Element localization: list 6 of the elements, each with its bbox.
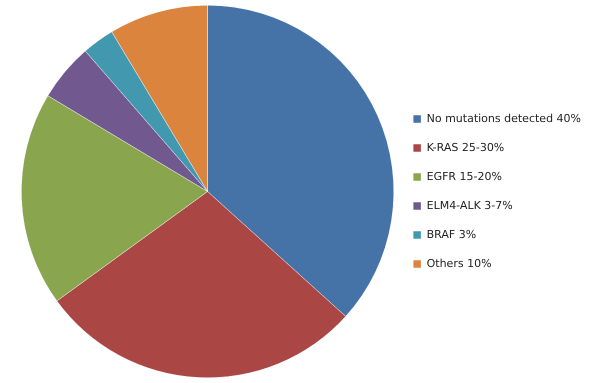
legend-label: No mutations detected 40% xyxy=(426,112,582,125)
legend-label: EGFR 15-20% xyxy=(426,170,502,183)
legend-label: ELM4-ALK 3-7% xyxy=(426,198,513,212)
legend-label: K-RAS 25-30% xyxy=(426,140,504,154)
legend-label: BRAF 3% xyxy=(426,228,476,241)
legend-label: Others 10% xyxy=(426,256,492,270)
